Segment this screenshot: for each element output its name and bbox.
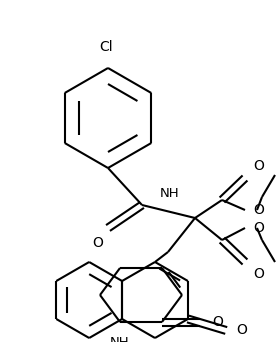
Text: O: O — [93, 236, 103, 250]
Text: O: O — [236, 324, 247, 338]
Text: O: O — [253, 203, 264, 217]
Text: Cl: Cl — [99, 40, 113, 54]
Text: O: O — [253, 159, 264, 173]
Text: O: O — [253, 267, 264, 281]
Text: O: O — [253, 221, 264, 235]
Text: NH: NH — [160, 187, 180, 200]
Text: NH: NH — [110, 336, 130, 342]
Text: O: O — [212, 315, 223, 329]
